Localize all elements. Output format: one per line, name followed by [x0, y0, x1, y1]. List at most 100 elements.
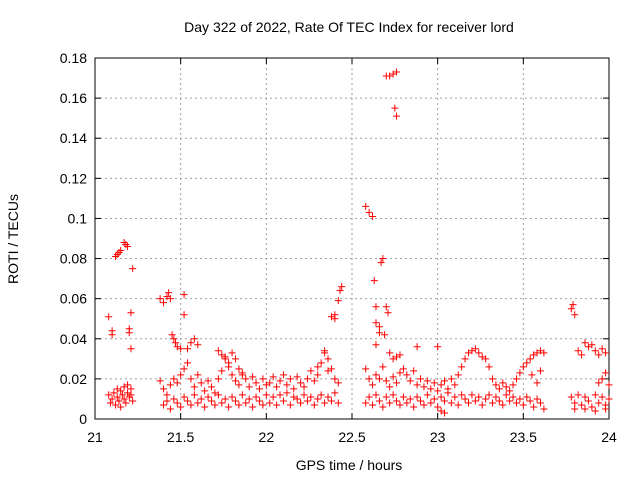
data-point	[255, 385, 263, 393]
data-point	[434, 387, 442, 395]
data-point	[214, 375, 222, 383]
data-point	[177, 371, 185, 379]
data-point	[595, 399, 603, 407]
data-point	[172, 339, 180, 347]
data-point	[382, 303, 390, 311]
data-point	[485, 363, 493, 371]
data-point	[451, 381, 459, 389]
data-point	[197, 395, 205, 403]
data-point	[375, 375, 383, 383]
data-point	[571, 405, 579, 413]
data-point	[571, 399, 579, 407]
data-point	[221, 395, 229, 403]
data-point	[262, 391, 270, 399]
data-point	[228, 371, 236, 379]
data-point	[170, 375, 178, 383]
data-point	[125, 329, 133, 337]
data-point	[393, 397, 401, 405]
data-point	[410, 403, 418, 411]
data-point	[208, 383, 216, 391]
data-point	[314, 363, 322, 371]
data-point	[127, 345, 135, 353]
data-point	[106, 399, 114, 407]
data-point	[591, 407, 599, 415]
data-point	[516, 369, 524, 377]
data-point	[238, 391, 246, 399]
data-point	[362, 202, 370, 210]
y-axis-label: ROTI / TECUs	[5, 194, 21, 284]
grid-lines	[95, 58, 609, 419]
data-point	[393, 379, 401, 387]
data-point	[124, 243, 132, 251]
data-point	[249, 373, 257, 381]
data-point	[595, 379, 603, 387]
data-point	[334, 399, 342, 407]
x-tick-label: 24	[601, 429, 617, 445]
data-point	[581, 339, 589, 347]
data-point	[180, 365, 188, 373]
data-point	[482, 395, 490, 403]
data-point	[423, 391, 431, 399]
data-point	[533, 395, 541, 403]
data-point	[160, 385, 168, 393]
data-point	[225, 359, 233, 367]
data-point	[310, 377, 318, 385]
data-point	[317, 391, 325, 399]
data-point	[249, 403, 257, 411]
data-point	[430, 379, 438, 387]
data-point	[166, 381, 174, 389]
data-point	[595, 351, 603, 359]
data-point	[369, 401, 377, 409]
data-point	[218, 399, 226, 407]
data-point	[242, 375, 250, 383]
data-point	[293, 373, 301, 381]
data-point	[211, 401, 219, 409]
data-point	[187, 375, 195, 383]
data-point	[324, 355, 332, 363]
data-point	[381, 331, 389, 339]
data-point	[420, 401, 428, 409]
data-point	[307, 393, 315, 401]
data-point	[396, 401, 404, 409]
data-point	[177, 403, 185, 411]
x-tick-label: 22	[259, 429, 275, 445]
data-point	[129, 397, 137, 405]
data-point	[187, 401, 195, 409]
data-point	[369, 381, 377, 389]
data-point	[485, 391, 493, 399]
data-point	[602, 349, 610, 357]
data-point	[317, 359, 325, 367]
data-point	[375, 323, 383, 331]
data-point	[536, 367, 544, 375]
data-point	[286, 375, 294, 383]
data-point	[403, 371, 411, 379]
data-point	[406, 395, 414, 403]
y-tick-label: 0	[79, 411, 87, 427]
data-point	[122, 399, 130, 407]
data-point	[231, 397, 239, 405]
data-point	[584, 397, 592, 405]
data-point	[127, 385, 135, 393]
data-point	[372, 391, 380, 399]
data-point	[156, 377, 164, 385]
data-point	[187, 339, 195, 347]
data-point	[454, 401, 462, 409]
data-point	[105, 391, 113, 399]
data-point	[327, 397, 335, 405]
data-point	[382, 393, 390, 401]
data-point	[591, 347, 599, 355]
data-point	[441, 377, 449, 385]
data-point	[502, 383, 510, 391]
data-point	[458, 363, 466, 371]
x-tick-label: 23.5	[510, 429, 537, 445]
data-point	[279, 371, 287, 379]
y-tick-label: 0.1	[68, 210, 88, 226]
data-point	[173, 379, 181, 387]
data-point	[180, 291, 188, 299]
data-point	[283, 381, 291, 389]
data-point	[163, 391, 171, 399]
data-point	[115, 397, 123, 405]
data-point	[502, 391, 510, 399]
y-tick-label: 0.14	[60, 130, 87, 146]
data-point	[588, 341, 596, 349]
